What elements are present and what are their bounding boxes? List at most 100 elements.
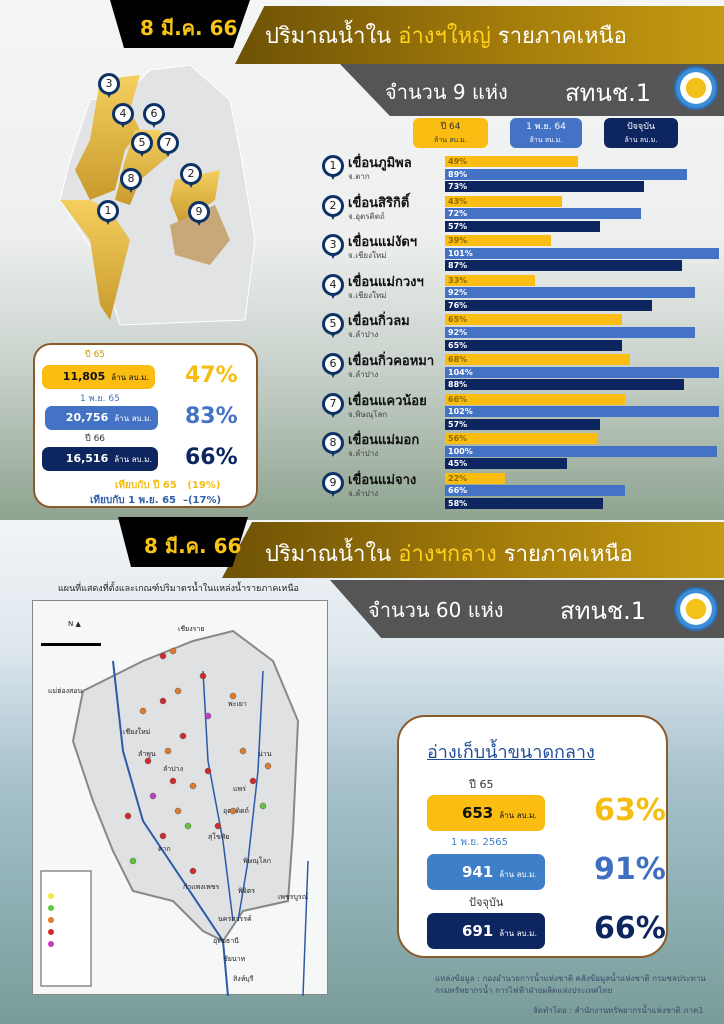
reservoir-marker[interactable] (204, 712, 212, 720)
medium-label-nov65: 1 พ.ย. 2565 (451, 837, 508, 848)
legend-swatch (48, 941, 54, 947)
dam-number-pin: 1 (322, 155, 344, 180)
map-pin-dam[interactable]: 7 (157, 132, 179, 157)
bar-current: 58% (445, 497, 603, 509)
map-pin-dam[interactable]: 3 (98, 73, 120, 98)
reservoir-marker[interactable] (169, 647, 177, 655)
bar-current: 45% (445, 458, 568, 470)
reservoir-marker[interactable] (239, 747, 247, 755)
reservoir-marker[interactable] (174, 687, 182, 695)
dam-province: จ.เชียงใหม่ (348, 290, 387, 300)
river-pasak (302, 860, 309, 997)
map-city-label: แพร่ (233, 785, 246, 793)
value: 20,756 (65, 411, 109, 424)
dam-row: 3 เขื่อนแม่งัดฯ จ.เชียงใหม่ 39% 101% 87% (318, 234, 719, 274)
agency-logo (674, 66, 718, 110)
legend-swatch (48, 929, 54, 935)
dam-row: 2 เขื่อนสิริกิติ์ จ.อุตรดิตถ์ 43% 72% 57% (318, 194, 718, 235)
reservoir-marker[interactable] (149, 792, 157, 800)
reservoir-marker[interactable] (189, 867, 197, 875)
bar-year64: 66% (445, 393, 625, 405)
reservoir-marker[interactable] (169, 777, 177, 785)
map-city-label: กำแพงเพชร (183, 883, 219, 891)
box-title: อ่างเก็บน้ำขนาดกลาง (427, 742, 595, 763)
reservoir-marker[interactable] (184, 822, 192, 830)
unit: ล้าน ลบ.ม. (114, 414, 152, 423)
dam-row: 8 เขื่อนแม่มอก จ.ลำปาง 56% 100% 45% (318, 432, 718, 472)
agency-logo-2 (674, 587, 718, 631)
river-nan (237, 670, 264, 922)
reservoir-marker[interactable] (214, 822, 222, 830)
dam-name: เขื่อนกิ่วคอหมา (348, 354, 435, 369)
reservoir-marker[interactable] (159, 832, 167, 840)
page-title: ปริมาณน้ำใน อ่างฯใหญ่ รายภาคเหนือ (265, 18, 627, 53)
legend-unit: ล้าน ลบ.ม. (624, 136, 658, 144)
reservoir-marker[interactable] (159, 652, 167, 660)
credit-line: จัดทำโดย : สำนักงานทรัพยากรน้ำแห่งชาติ ภ… (533, 1006, 704, 1015)
reservoir-marker[interactable] (139, 707, 147, 715)
river-ping (112, 660, 229, 997)
reservoir-marker[interactable] (174, 807, 182, 815)
map-pin-dam[interactable]: 9 (188, 201, 210, 226)
medium-value-nov65: 941 ล้าน ลบ.ม. (427, 854, 545, 890)
bar-year64: 33% (445, 274, 535, 286)
map-pin-dam[interactable]: 8 (120, 168, 142, 193)
reservoir-marker[interactable] (144, 757, 152, 765)
reservoir-marker[interactable] (264, 762, 272, 770)
subtitle-band (340, 64, 724, 116)
reservoir-marker[interactable] (229, 692, 237, 700)
reservoir-marker[interactable] (249, 777, 257, 785)
medium-percent-year65: 63% (594, 793, 666, 828)
map-pin-dam[interactable]: 4 (112, 103, 134, 128)
date-band-2 (118, 517, 248, 567)
bar-nov64: 92% (445, 326, 696, 338)
org-label-2: สทนช.1 (560, 597, 647, 625)
reservoir-marker[interactable] (179, 732, 187, 740)
dam-name: เขื่อนแควน้อย (348, 393, 427, 409)
reservoir-marker[interactable] (204, 767, 212, 775)
bar-current: 57% (445, 220, 601, 232)
reservoir-marker[interactable] (189, 782, 197, 790)
dam-row: 7 เขื่อนแควน้อย จ.พิษณุโลก 66% 102% 57% (318, 392, 719, 433)
reservoir-marker[interactable] (159, 697, 167, 705)
dam-name: เขื่อนแม่มอก (348, 433, 420, 449)
medium-reservoir-map[interactable]: N ▲ เชียงราย แม่ฮ่องสอน พะเยา เชียงใหม่ ลำพู… (32, 600, 328, 997)
count-label: จำนวน 9 แห่ง (385, 80, 508, 104)
summary-value-nov65: 20,756 ล้าน ลบ.ม. (45, 406, 158, 430)
compare-label: เทียบกับ 1 พ.ย. 65 (90, 495, 176, 506)
reservoir-marker[interactable] (129, 857, 137, 865)
dam-number-pin: 7 (322, 392, 344, 418)
dam-name: เขื่อนแม่กวงฯ (348, 274, 424, 290)
bar-current: 87% (445, 260, 682, 272)
dam-name: เขื่อนกิ่วลม (348, 314, 410, 330)
dam-number-pin: 3 (322, 234, 344, 260)
map-pin-dam[interactable]: 5 (131, 132, 153, 157)
source-line-2: กรมทรัพยากรน้ำ การไฟฟ้าฝ่ายผลิตแห่งประเท… (435, 986, 613, 995)
summary-label-nov65: 1 พ.ย. 65 (80, 394, 120, 404)
reservoir-marker[interactable] (199, 672, 207, 680)
map-city-label: สิงห์บุรี (233, 975, 254, 983)
org-label: สทนช.1 (565, 79, 652, 107)
map-pin-dam[interactable]: 2 (180, 163, 202, 188)
large-reservoir-summary: ปี 65 11,805 ล้าน ลบ.ม. 47% 1 พ.ย. 65 20,… (33, 343, 258, 508)
reservoir-marker[interactable] (124, 812, 132, 820)
legend-label: 1 พ.ย. 64 (526, 122, 566, 132)
bar-current: 73% (445, 181, 644, 193)
medium-value-year65: 653 ล้าน ลบ.ม. (427, 795, 545, 831)
value: 691 (461, 922, 494, 940)
bar-nov64: 92% (445, 287, 696, 299)
title-band (235, 6, 724, 64)
dam-number-pin: 4 (322, 273, 344, 299)
map-city-label: ลำพูน (138, 750, 156, 758)
unit: ล้าน ลบ.ม. (499, 870, 537, 879)
map-pin-dam[interactable]: 6 (143, 103, 165, 128)
page-title-2: ปริมาณน้ำใน อ่างฯกลาง รายภาคเหนือ (265, 536, 633, 571)
map-city-label: ลำปาง (163, 765, 183, 773)
summary-value-year65: 11,805 ล้าน ลบ.ม. (42, 365, 155, 389)
reservoir-marker[interactable] (229, 807, 237, 815)
map-pin-dam[interactable]: 1 (97, 200, 119, 225)
reservoir-marker[interactable] (164, 747, 172, 755)
reservoir-marker[interactable] (259, 802, 267, 810)
summary-label-year65: ปี 65 (85, 350, 106, 360)
compare-nov65: เทียบกับ 1 พ.ย. 65 –(17%) (90, 493, 221, 508)
